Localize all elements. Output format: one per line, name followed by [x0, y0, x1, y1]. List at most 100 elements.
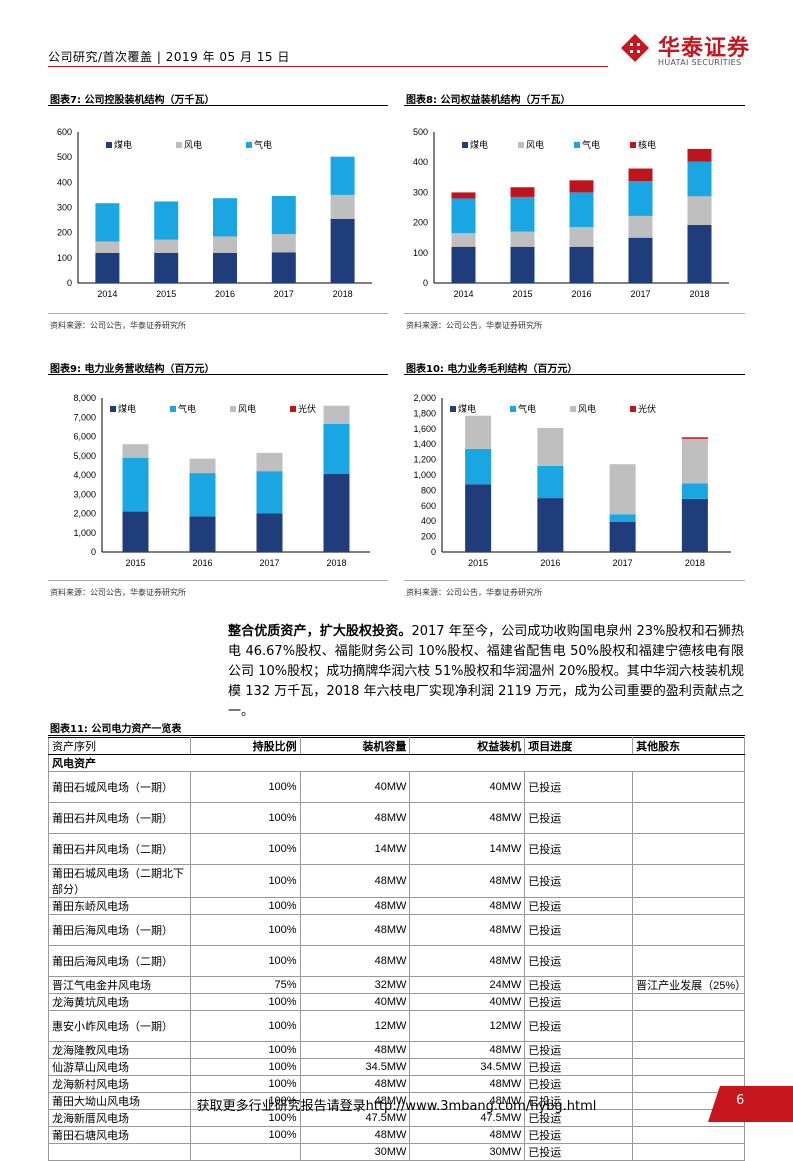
cell-asset: 莆田后海风电场（二期） — [48, 945, 191, 977]
legend-label: 气电 — [518, 403, 536, 414]
y-tick-label: 600 — [57, 127, 72, 137]
cell-progress: 已投运 — [524, 945, 634, 977]
cell-stake: 100% — [189, 1010, 301, 1042]
y-tick-label: 200 — [57, 228, 72, 238]
x-tick-label: 2018 — [333, 289, 353, 299]
cell-asset: 莆田大坳山风电场 — [48, 1092, 191, 1110]
table-row: 惠安小岞风电场（一期） 100% 12MW 12MW 已投运 — [48, 1010, 745, 1042]
y-tick-label: 800 — [421, 485, 436, 495]
bar-segment — [122, 511, 149, 552]
bar-segment — [451, 246, 476, 283]
legend-swatch — [246, 142, 252, 148]
table-row: 晋江气电金井风电场 75% 32MW 24MW 已投运 晋江产业发展（25%） — [48, 976, 746, 994]
y-tick-label: 100 — [413, 248, 428, 258]
bar-segment — [271, 234, 296, 253]
bar-segment — [569, 180, 594, 193]
table-row: 龙海黄坑风电场 100% 40MW 40MW 已投运 — [48, 993, 745, 1011]
cell-asset: 莆田石城风电场（一期） — [48, 771, 191, 803]
bar-segment — [687, 161, 712, 197]
y-tick-label: 1,800 — [413, 408, 436, 418]
cell-stake: 100% — [189, 833, 301, 865]
cell-progress: 已投运 — [524, 1143, 634, 1161]
bar-segment — [95, 241, 120, 253]
cell-progress: 已投运 — [524, 1010, 634, 1042]
cell-equity-capacity: 24MW — [409, 976, 526, 994]
cell-equity-capacity: 48MW — [409, 1075, 526, 1093]
x-tick-label: 2018 — [689, 289, 709, 299]
y-tick-label: 1,200 — [413, 455, 436, 465]
bar-segment — [537, 428, 564, 466]
cell-stake: 100% — [189, 1126, 301, 1144]
legend-swatch — [570, 406, 576, 412]
cell-capacity: 40MW — [299, 993, 411, 1011]
cell-stake: 100% — [189, 802, 301, 834]
y-tick-label: 100 — [57, 253, 72, 263]
header-divider — [48, 66, 608, 67]
cell-other-holders — [632, 993, 745, 1011]
cell-progress: 已投运 — [524, 1126, 634, 1144]
source-rule — [48, 313, 388, 314]
cell-stake: 100% — [189, 1058, 301, 1076]
cell-stake: 75% — [189, 976, 301, 994]
cell-asset: 莆田东峤风电场 — [48, 897, 191, 915]
cell-other-holders — [632, 802, 745, 834]
legend-label: 煤电 — [118, 403, 136, 414]
table-row: 莆田石井风电场（二期） 100% 14MW 14MW 已投运 — [48, 833, 745, 865]
cell-other-holders — [632, 914, 745, 946]
bar-segment — [189, 516, 216, 552]
y-tick-label: 6,000 — [73, 432, 96, 442]
y-tick-label: 0 — [423, 278, 428, 288]
bar-segment — [687, 148, 712, 162]
y-tick-label: 5,000 — [73, 451, 96, 461]
bar-segment — [687, 196, 712, 226]
table-header-row: 资产序列 持股比例 装机容量 权益装机 项目进度 其他股东 — [48, 737, 745, 755]
y-tick-label: 1,000 — [413, 470, 436, 480]
cell-equity-capacity: 48MW — [409, 897, 526, 915]
table-row: 莆田石井风电场（一期） 100% 48MW 48MW 已投运 — [48, 802, 745, 834]
table-row: 龙海隆教风电场 100% 48MW 48MW 已投运 — [48, 1041, 745, 1059]
table-row: 莆田石城风电场（一期） 100% 40MW 40MW 已投运 — [48, 771, 745, 803]
chart-title-10: 图表10: 电力业务毛利结构（百万元） — [406, 364, 578, 375]
chart-rule — [404, 374, 745, 375]
chart-title-9: 图表9: 电力业务营收结构（百万元） — [50, 364, 215, 375]
legend-label: 煤电 — [458, 403, 476, 414]
cell-other-holders: 晋江产业发展（25%） — [632, 976, 746, 994]
legend-label: 风电 — [578, 403, 596, 414]
bar-segment — [154, 239, 179, 253]
cell-other-holders — [632, 897, 745, 915]
bar-segment — [323, 405, 350, 424]
cell-equity-capacity: 48MW — [409, 864, 526, 898]
bar-segment — [609, 521, 636, 552]
cell-capacity: 14MW — [299, 833, 411, 865]
y-tick-label: 0 — [91, 547, 96, 557]
y-tick-label: 300 — [413, 187, 428, 197]
col-header-equity-capacity: 权益装机 — [409, 737, 526, 755]
cell-stake: 100% — [189, 897, 301, 915]
chart-rule — [48, 374, 388, 375]
cell-progress: 已投运 — [524, 993, 634, 1011]
cell-progress: 已投运 — [524, 1058, 634, 1076]
legend-label: 风电 — [184, 139, 202, 150]
cell-capacity: 48MW — [299, 945, 411, 977]
x-tick-label: 2015 — [125, 558, 145, 568]
body-paragraph: 整合优质资产，扩大股权投资。2017 年至今，公司成功收购国电泉州 23%股权和… — [228, 622, 744, 722]
y-tick-label: 2,000 — [413, 393, 436, 403]
cell-equity-capacity: 48MW — [409, 945, 526, 977]
cell-other-holders — [632, 945, 745, 977]
legend-label: 核电 — [638, 139, 656, 150]
bar-segment — [569, 227, 594, 247]
bar-segment — [271, 252, 296, 283]
cell-stake: 100% — [189, 864, 301, 898]
source-note: 资料来源：公司公告，华泰证券研究所 — [406, 321, 542, 330]
bar-segment — [451, 192, 476, 199]
section-label: 风电资产 — [48, 754, 745, 772]
source-note: 资料来源：公司公告，华泰证券研究所 — [406, 588, 542, 597]
table-row: 仙游草山风电场 100% 34.5MW 34.5MW 已投运 — [48, 1058, 745, 1076]
cell-capacity: 48MW — [299, 897, 411, 915]
x-tick-label: 2015 — [468, 558, 488, 568]
cell-progress: 已投运 — [524, 864, 634, 898]
bar-segment — [256, 513, 283, 552]
x-tick-label: 2016 — [215, 289, 235, 299]
y-tick-label: 1,600 — [413, 424, 436, 434]
cell-capacity: 48MW — [299, 1041, 411, 1059]
